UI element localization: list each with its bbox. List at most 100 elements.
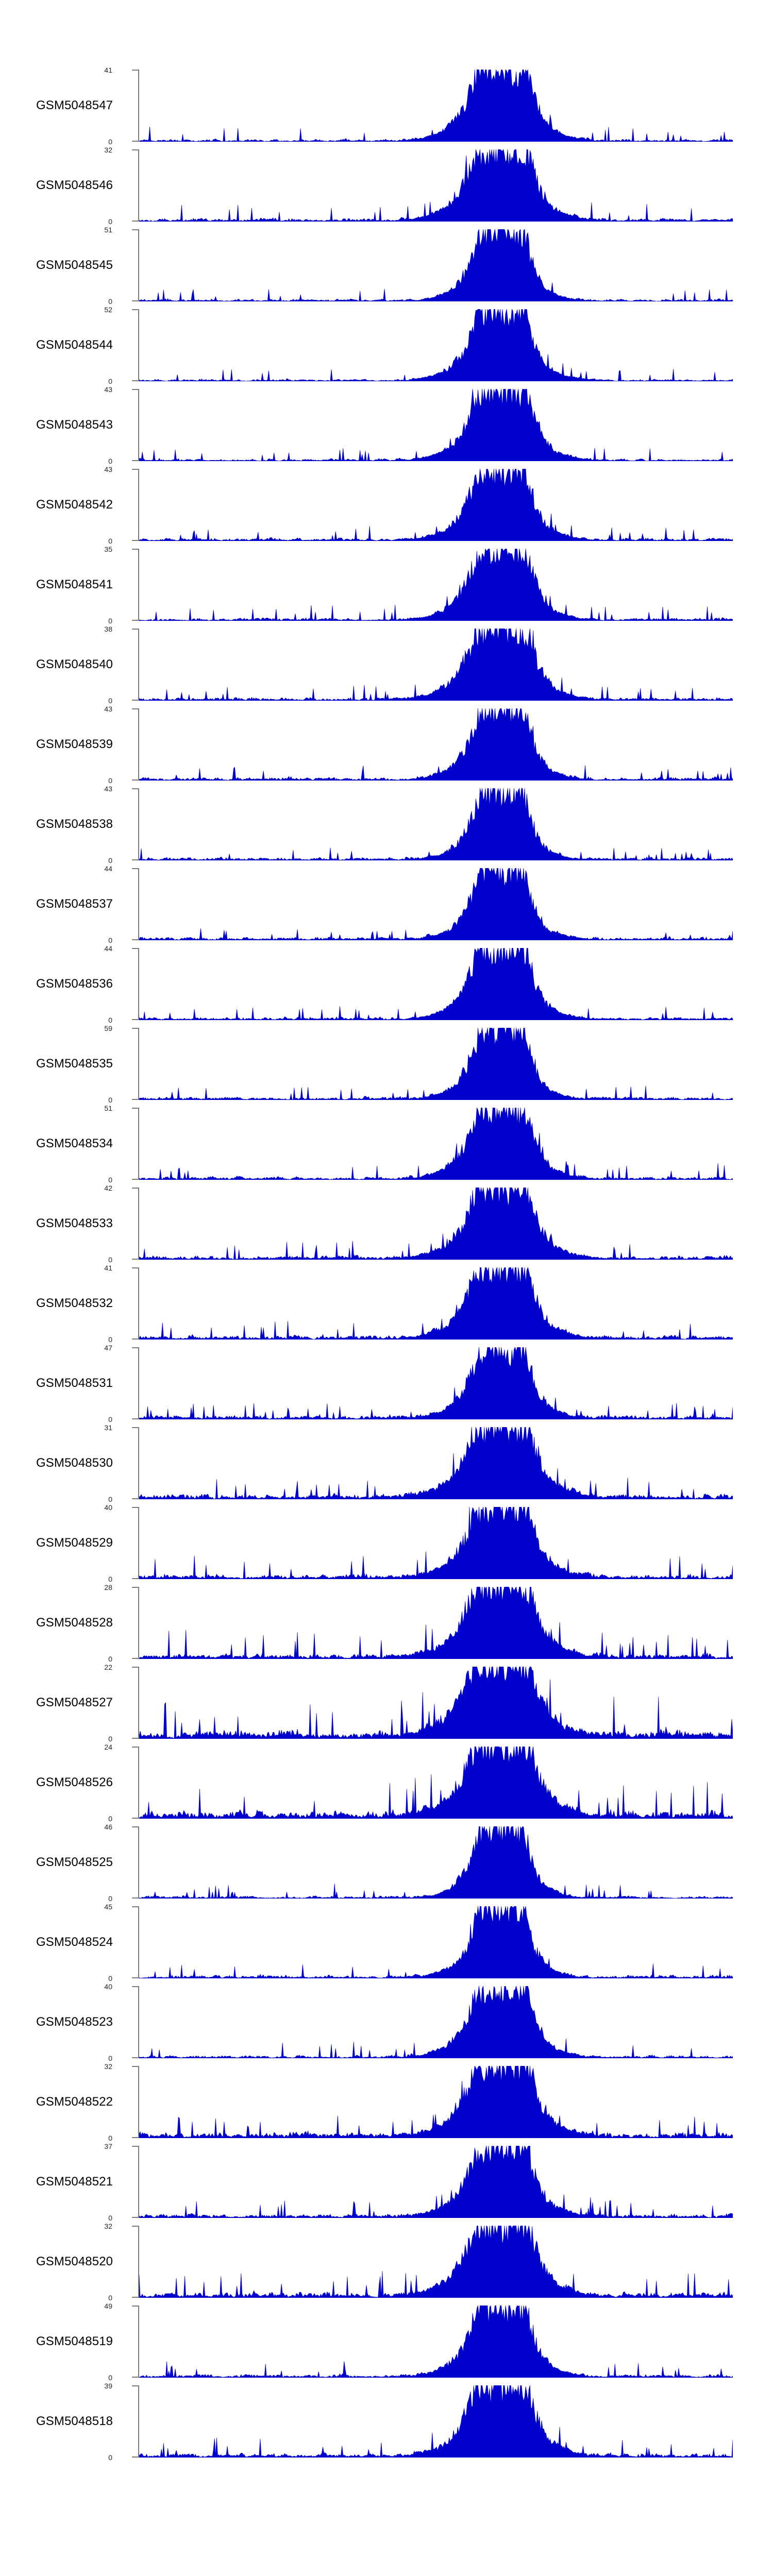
track-sample-label: GSM5048534 bbox=[36, 1137, 113, 1150]
coverage-plot[interactable] bbox=[139, 1587, 733, 1659]
signal-track[interactable]: GSM5048533 42 0 bbox=[0, 1184, 773, 1263]
signal-track[interactable]: GSM5048539 43 0 bbox=[0, 705, 773, 784]
signal-track[interactable]: GSM5048530 31 0 bbox=[0, 1423, 773, 1503]
coverage-plot[interactable] bbox=[139, 1906, 733, 1978]
y-axis-tick-bottom bbox=[132, 2057, 139, 2058]
coverage-plot[interactable] bbox=[139, 1267, 733, 1340]
track-sample-label: GSM5048546 bbox=[36, 178, 113, 192]
coverage-plot[interactable] bbox=[139, 1427, 733, 1499]
y-axis-tick-bottom bbox=[132, 300, 139, 301]
coverage-plot[interactable] bbox=[139, 2066, 733, 2138]
track-sample-label: GSM5048537 bbox=[36, 897, 113, 911]
y-axis-min-label: 0 bbox=[108, 457, 112, 465]
coverage-plot[interactable] bbox=[139, 2306, 733, 2378]
signal-track[interactable]: GSM5048547 41 0 bbox=[0, 66, 773, 145]
signal-track[interactable]: GSM5048538 43 0 bbox=[0, 785, 773, 864]
coverage-plot[interactable] bbox=[139, 2146, 733, 2218]
y-axis-line bbox=[138, 1188, 139, 1260]
y-axis-tick-top bbox=[132, 70, 139, 71]
y-axis-min-label: 0 bbox=[108, 617, 112, 625]
coverage-plot[interactable] bbox=[139, 309, 733, 381]
coverage-plot[interactable] bbox=[139, 549, 733, 621]
coverage-plot[interactable] bbox=[139, 149, 733, 222]
y-axis-max-label: 31 bbox=[104, 1423, 112, 1432]
signal-track[interactable]: GSM5048534 51 0 bbox=[0, 1105, 773, 1183]
signal-track[interactable]: GSM5048526 24 0 bbox=[0, 1743, 773, 1822]
coverage-plot[interactable] bbox=[139, 708, 733, 781]
y-axis-line bbox=[138, 1028, 139, 1100]
signal-track[interactable]: GSM5048522 32 0 bbox=[0, 2062, 773, 2142]
coverage-plot[interactable] bbox=[139, 629, 733, 701]
signal-track[interactable]: GSM5048541 35 0 bbox=[0, 546, 773, 625]
y-axis-tick-top bbox=[132, 2385, 139, 2386]
coverage-plot[interactable] bbox=[139, 2226, 733, 2298]
coverage-histogram bbox=[139, 2306, 733, 2378]
track-sample-label: GSM5048524 bbox=[36, 1935, 113, 1949]
signal-track[interactable]: GSM5048525 46 0 bbox=[0, 1823, 773, 1902]
signal-track[interactable]: GSM5048546 32 0 bbox=[0, 146, 773, 225]
coverage-plot[interactable] bbox=[139, 70, 733, 142]
signal-track[interactable]: GSM5048532 41 0 bbox=[0, 1264, 773, 1343]
y-axis-line bbox=[138, 2146, 139, 2218]
y-axis-min-label: 0 bbox=[108, 2294, 112, 2302]
track-sample-label: GSM5048529 bbox=[36, 1536, 113, 1550]
signal-track[interactable]: GSM5048524 45 0 bbox=[0, 1903, 773, 1982]
coverage-plot[interactable] bbox=[139, 1747, 733, 1819]
signal-track[interactable]: GSM5048527 22 0 bbox=[0, 1664, 773, 1742]
y-axis-max-label: 43 bbox=[104, 705, 112, 713]
coverage-plot[interactable] bbox=[139, 1347, 733, 1419]
y-axis-max-label: 51 bbox=[104, 226, 112, 234]
coverage-plot[interactable] bbox=[139, 469, 733, 541]
y-axis-tick-top bbox=[132, 1347, 139, 1348]
y-axis-min-label: 0 bbox=[108, 1655, 112, 1663]
signal-track[interactable]: GSM5048518 39 0 bbox=[0, 2382, 773, 2462]
coverage-plot[interactable] bbox=[139, 229, 733, 301]
signal-track[interactable]: GSM5048520 32 0 bbox=[0, 2223, 773, 2302]
y-axis-tick-bottom bbox=[132, 859, 139, 860]
y-axis-line bbox=[138, 708, 139, 781]
coverage-plot[interactable] bbox=[139, 788, 733, 860]
signal-track[interactable]: GSM5048528 28 0 bbox=[0, 1584, 773, 1663]
signal-track[interactable]: GSM5048531 47 0 bbox=[0, 1344, 773, 1423]
coverage-plot[interactable] bbox=[139, 1108, 733, 1180]
y-axis-tick-top bbox=[132, 309, 139, 310]
track-sample-label: GSM5048541 bbox=[36, 578, 113, 591]
coverage-histogram bbox=[139, 629, 733, 701]
signal-track[interactable]: GSM5048544 52 0 bbox=[0, 306, 773, 385]
signal-track[interactable]: GSM5048537 44 0 bbox=[0, 865, 773, 944]
signal-track[interactable]: GSM5048540 38 0 bbox=[0, 625, 773, 704]
y-axis-line bbox=[138, 1587, 139, 1659]
signal-track[interactable]: GSM5048542 43 0 bbox=[0, 466, 773, 545]
y-axis-max-label: 41 bbox=[104, 1264, 112, 1272]
y-axis-max-label: 44 bbox=[104, 944, 112, 953]
y-axis-min-label: 0 bbox=[108, 2453, 112, 2462]
y-axis-max-label: 38 bbox=[104, 625, 112, 633]
coverage-plot[interactable] bbox=[139, 1188, 733, 1260]
signal-track[interactable]: GSM5048521 37 0 bbox=[0, 2143, 773, 2222]
signal-track[interactable]: GSM5048523 40 0 bbox=[0, 1983, 773, 2062]
signal-track[interactable]: GSM5048529 40 0 bbox=[0, 1504, 773, 1583]
y-axis-min-label: 0 bbox=[108, 856, 112, 865]
coverage-plot[interactable] bbox=[139, 1667, 733, 1739]
coverage-plot[interactable] bbox=[139, 1826, 733, 1899]
coverage-plot[interactable] bbox=[139, 389, 733, 461]
y-axis-max-label: 32 bbox=[104, 2062, 112, 2071]
coverage-plot[interactable] bbox=[139, 948, 733, 1020]
coverage-histogram bbox=[139, 229, 733, 301]
coverage-plot[interactable] bbox=[139, 2385, 733, 2458]
signal-track[interactable]: GSM5048535 59 0 bbox=[0, 1025, 773, 1104]
y-axis-line bbox=[138, 1747, 139, 1819]
track-sample-label: GSM5048519 bbox=[36, 2334, 113, 2348]
signal-track[interactable]: GSM5048543 43 0 bbox=[0, 386, 773, 465]
signal-track[interactable]: GSM5048545 51 0 bbox=[0, 226, 773, 305]
coverage-plot[interactable] bbox=[139, 1028, 733, 1100]
coverage-plot[interactable] bbox=[139, 1986, 733, 2058]
signal-track[interactable]: GSM5048519 49 0 bbox=[0, 2302, 773, 2381]
coverage-plot[interactable] bbox=[139, 1507, 733, 1579]
y-axis-tick-bottom bbox=[132, 1578, 139, 1579]
y-axis-tick-top bbox=[132, 1507, 139, 1508]
y-axis-line bbox=[138, 629, 139, 701]
signal-track[interactable]: GSM5048536 44 0 bbox=[0, 944, 773, 1024]
coverage-plot[interactable] bbox=[139, 868, 733, 940]
y-axis-line bbox=[138, 2066, 139, 2138]
